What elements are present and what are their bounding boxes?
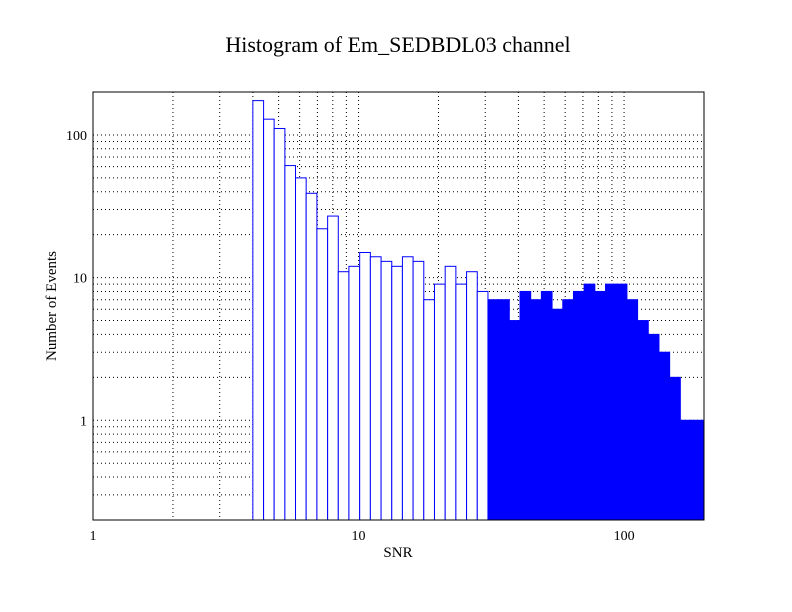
histogram-bar [583, 283, 596, 521]
histogram-bar [647, 333, 660, 521]
histogram-bar [669, 376, 681, 521]
histogram-bar [401, 256, 414, 521]
histogram-bar [305, 192, 318, 521]
histogram-bar [487, 299, 500, 521]
histogram-bar [562, 299, 574, 521]
x-tick-label: 10 [352, 529, 366, 544]
histogram-bar [637, 320, 649, 521]
histogram-bar [551, 308, 564, 521]
histogram-bar [316, 228, 329, 521]
histogram-bar [284, 165, 297, 521]
histogram-bar [690, 419, 703, 521]
histogram-bar [273, 127, 286, 521]
histogram-bar [519, 290, 532, 521]
histogram-bar [369, 256, 382, 521]
histogram-bar [433, 283, 446, 521]
histogram-bar [295, 177, 307, 521]
y-tick-label: 100 [66, 129, 87, 144]
histogram-bar [540, 290, 553, 521]
y-tick-labels: 1 10 100 [66, 129, 87, 429]
histogram-bar [594, 290, 607, 521]
histogram-bar [530, 299, 542, 521]
histogram-bars [252, 100, 705, 521]
x-tick-label: 1 [90, 529, 97, 544]
chart-title: Histogram of Em_SEDBDL03 channel [225, 32, 570, 57]
histogram-bar [337, 271, 350, 521]
y-axis-label: Number of Events [44, 251, 60, 361]
y-tick-label: 1 [80, 414, 87, 429]
histogram-bar [359, 251, 371, 521]
histogram-bar [658, 351, 671, 521]
plot-frame [92, 91, 705, 521]
histogram-bar [455, 283, 468, 521]
x-tick-label: 100 [614, 529, 635, 544]
x-axis-label: SNR [383, 545, 412, 561]
histogram-bar [423, 299, 435, 521]
histogram-bar [348, 265, 361, 521]
histogram-bar [605, 283, 617, 521]
x-tick-labels: 1 10 100 [90, 529, 635, 544]
histogram-bar [626, 299, 639, 521]
histogram-bar [327, 215, 339, 521]
histogram-bar [572, 290, 585, 521]
y-tick-label: 10 [73, 272, 87, 287]
histogram-bar [444, 265, 457, 521]
histogram-bar [508, 320, 521, 521]
histogram-bar [615, 283, 628, 521]
histogram-bar [466, 271, 478, 521]
histogram-bar [263, 118, 275, 521]
histogram-bar [380, 260, 393, 521]
histogram-bar [391, 265, 403, 521]
histogram-bar [679, 419, 692, 521]
histogram-bar [498, 299, 510, 521]
histogram-bar [252, 100, 265, 521]
histogram-bar [412, 260, 425, 521]
histogram-bar [476, 290, 489, 521]
